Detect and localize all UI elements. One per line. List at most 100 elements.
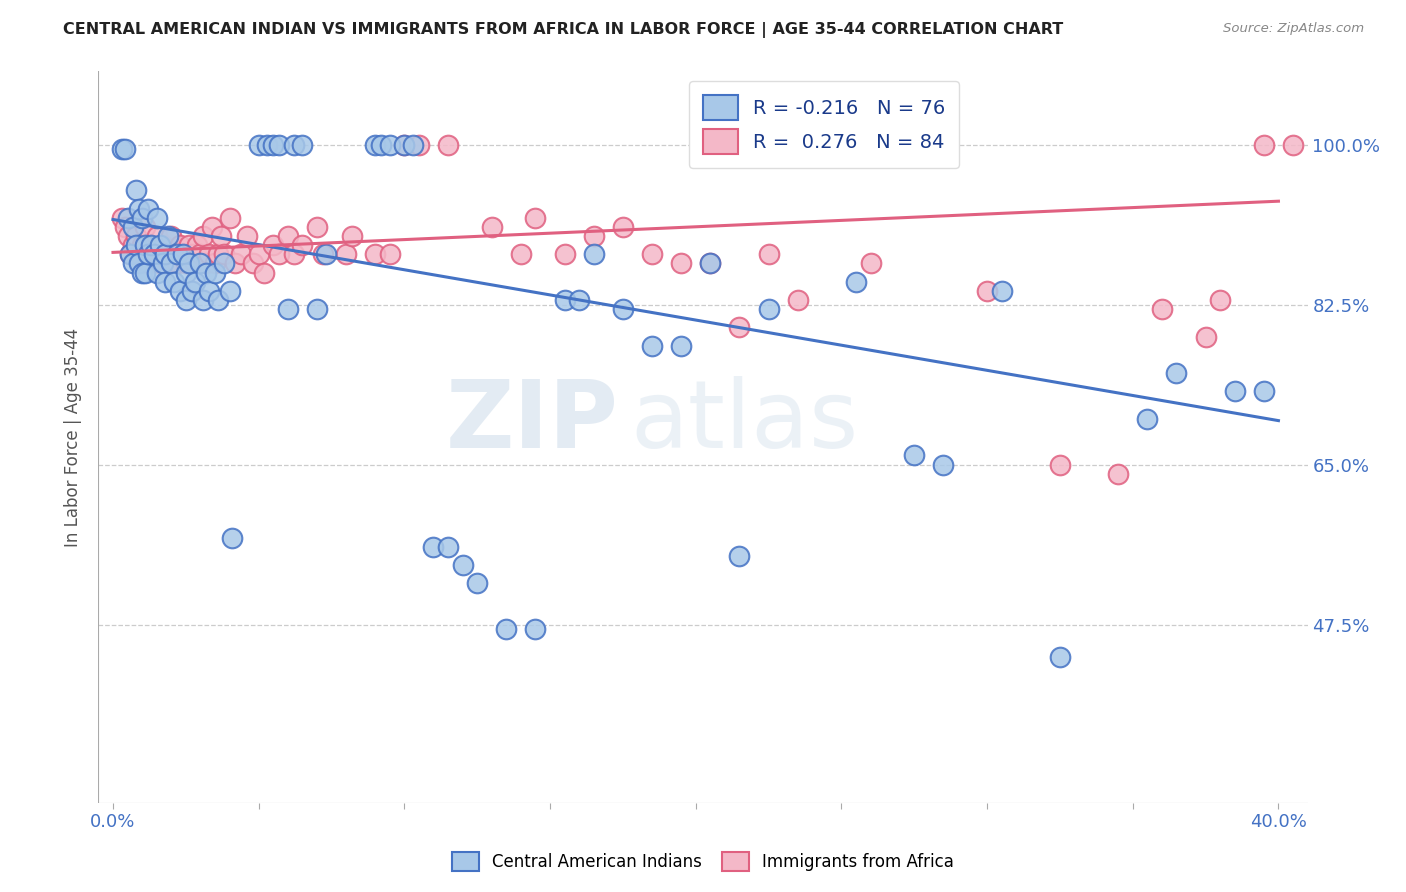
Point — [315, 247, 337, 261]
Point — [641, 247, 664, 261]
Point — [131, 266, 153, 280]
Point — [1253, 137, 1275, 152]
Point — [198, 247, 221, 261]
Point — [136, 202, 159, 216]
Point — [370, 137, 392, 152]
Text: ZIP: ZIP — [446, 376, 619, 468]
Point — [1209, 293, 1232, 307]
Point — [122, 256, 145, 270]
Point — [1049, 458, 1071, 472]
Point — [465, 576, 488, 591]
Point — [394, 137, 416, 152]
Point — [903, 137, 925, 152]
Point — [283, 247, 305, 261]
Point — [305, 219, 328, 234]
Point — [277, 301, 299, 317]
Point — [174, 266, 197, 280]
Point — [183, 256, 205, 270]
Point — [524, 211, 547, 225]
Point — [122, 219, 145, 234]
Point — [364, 247, 387, 261]
Point — [198, 284, 221, 298]
Y-axis label: In Labor Force | Age 35-44: In Labor Force | Age 35-44 — [65, 327, 83, 547]
Point — [166, 256, 188, 270]
Point — [408, 137, 430, 152]
Point — [169, 284, 191, 298]
Point — [758, 301, 780, 317]
Point — [157, 256, 180, 270]
Point — [247, 247, 270, 261]
Point — [509, 247, 531, 261]
Point — [120, 247, 142, 261]
Point — [1150, 301, 1173, 317]
Point — [267, 247, 290, 261]
Point — [125, 183, 148, 197]
Point — [378, 137, 401, 152]
Point — [437, 137, 460, 152]
Point — [247, 137, 270, 152]
Point — [117, 211, 139, 225]
Point — [364, 137, 387, 152]
Point — [145, 211, 167, 225]
Point — [1282, 137, 1305, 152]
Point — [699, 256, 721, 270]
Point — [305, 301, 328, 317]
Point — [139, 238, 162, 252]
Point — [582, 247, 605, 261]
Point — [262, 137, 284, 152]
Point — [236, 228, 259, 243]
Point — [114, 142, 136, 156]
Point — [169, 238, 191, 252]
Point — [218, 211, 240, 225]
Point — [172, 247, 194, 261]
Point — [291, 238, 314, 252]
Point — [786, 293, 808, 307]
Point — [1223, 384, 1246, 399]
Point — [976, 284, 998, 298]
Point — [277, 228, 299, 243]
Point — [207, 293, 229, 307]
Point — [117, 228, 139, 243]
Point — [699, 256, 721, 270]
Point — [136, 256, 159, 270]
Text: CENTRAL AMERICAN INDIAN VS IMMIGRANTS FROM AFRICA IN LABOR FORCE | AGE 35-44 COR: CENTRAL AMERICAN INDIAN VS IMMIGRANTS FR… — [63, 22, 1063, 38]
Point — [139, 238, 162, 252]
Point — [612, 301, 634, 317]
Point — [256, 137, 278, 152]
Point — [932, 137, 955, 152]
Point — [312, 247, 335, 261]
Point — [207, 247, 229, 261]
Point — [224, 256, 246, 270]
Point — [1107, 467, 1129, 481]
Point — [1136, 412, 1159, 426]
Point — [253, 266, 276, 280]
Point — [111, 211, 134, 225]
Point — [378, 247, 401, 261]
Point — [554, 293, 576, 307]
Point — [193, 293, 215, 307]
Point — [149, 238, 172, 252]
Point — [128, 247, 150, 261]
Point — [195, 266, 218, 280]
Point — [859, 256, 882, 270]
Point — [641, 338, 664, 352]
Point — [201, 219, 224, 234]
Point — [134, 238, 156, 252]
Point — [195, 256, 218, 270]
Point — [990, 284, 1012, 298]
Point — [145, 228, 167, 243]
Point — [291, 137, 314, 152]
Point — [1253, 384, 1275, 399]
Point — [451, 558, 474, 573]
Point — [422, 540, 444, 554]
Point — [142, 247, 165, 261]
Point — [903, 448, 925, 462]
Point — [125, 228, 148, 243]
Point — [183, 275, 205, 289]
Point — [180, 284, 202, 298]
Point — [177, 256, 200, 270]
Point — [212, 256, 235, 270]
Point — [131, 238, 153, 252]
Point — [166, 247, 188, 261]
Point — [437, 540, 460, 554]
